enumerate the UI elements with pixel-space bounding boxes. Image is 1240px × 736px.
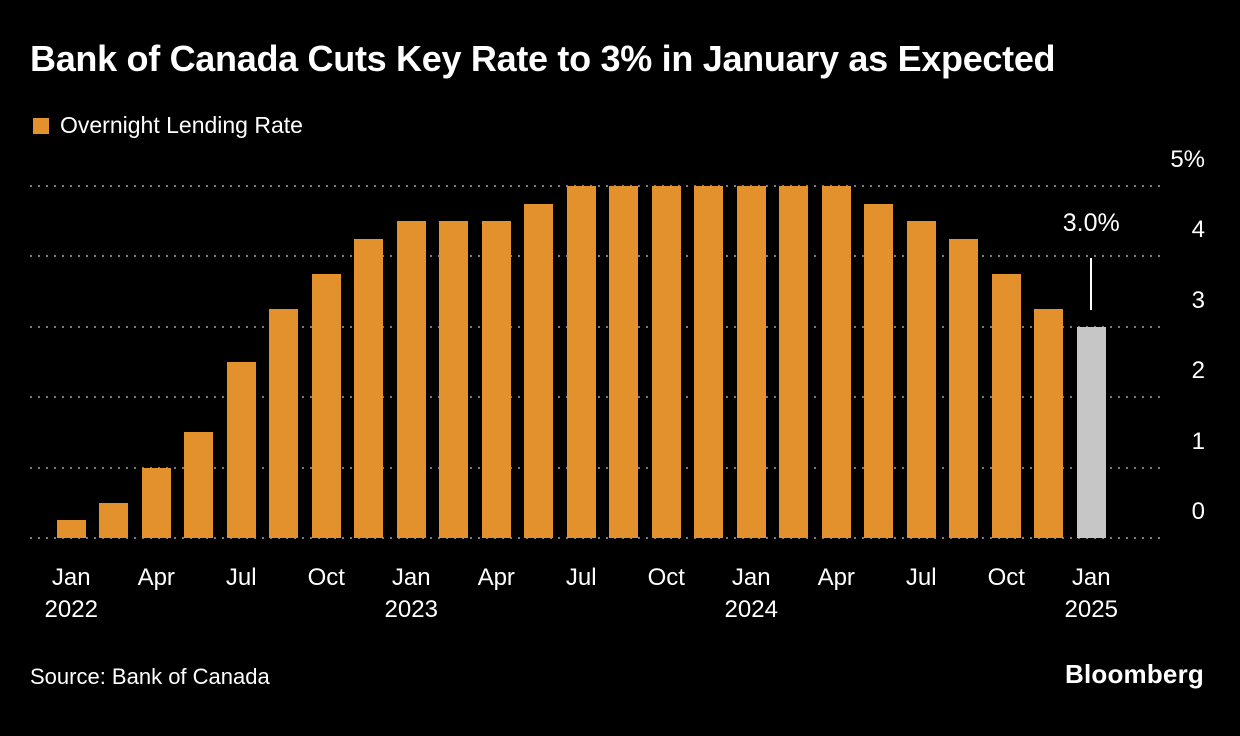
bar [609, 186, 639, 538]
rate-annotation: 3.0% [1062, 209, 1120, 237]
bar [694, 186, 724, 538]
chart-title: Bank of Canada Cuts Key Rate to 3% in Ja… [30, 38, 1056, 79]
bloomberg-logo: Bloomberg [1064, 659, 1204, 689]
x-axis-label: Apr [478, 562, 515, 594]
x-axis-month: Apr [477, 564, 515, 591]
x-axis-label: Jan 2023 [385, 562, 438, 626]
annotation-pointer-line [1090, 258, 1093, 310]
bar [141, 467, 171, 538]
legend-swatch-icon [33, 117, 49, 134]
x-axis-month: Oct [307, 564, 345, 591]
x-axis-month: Jan [391, 564, 431, 591]
bar [226, 362, 256, 538]
bar [906, 221, 936, 538]
x-axis-month: Jan [731, 564, 771, 591]
bar [821, 186, 851, 538]
bar [949, 238, 979, 538]
bar [184, 432, 214, 538]
y-axis-label: 0 [1191, 498, 1205, 525]
x-axis-month: Apr [137, 564, 175, 591]
bar [481, 221, 511, 538]
bar [56, 520, 86, 538]
source-text: Source: Bank of Canada [30, 664, 270, 689]
x-axis-month: Jan [51, 564, 91, 591]
x-axis-label: Jan 2024 [725, 562, 778, 626]
y-axis-label: 4 [1191, 216, 1205, 244]
x-axis-year: 2022 [44, 596, 98, 623]
y-axis-label: 3 [1191, 286, 1205, 314]
gridline [30, 325, 1165, 328]
legend: Overnight Lending Rate [33, 112, 303, 139]
gridline [30, 396, 1165, 399]
x-axis-label: Oct [988, 562, 1025, 594]
bar [566, 186, 596, 538]
bar [311, 274, 341, 538]
bar [354, 238, 384, 538]
bar-highlighted [1076, 326, 1106, 538]
y-axis-label: 2 [1191, 357, 1205, 385]
x-axis-label: Oct [648, 562, 685, 594]
y-axis-label: 1 [1191, 427, 1205, 455]
bar [779, 186, 809, 538]
gridline [30, 185, 1165, 187]
x-axis-month: Oct [647, 564, 685, 591]
bar [1034, 309, 1064, 538]
x-axis-year: 2024 [724, 596, 778, 623]
bar [99, 502, 129, 538]
gridline [30, 537, 1165, 539]
bar [991, 274, 1021, 538]
legend-label: Overnight Lending Rate [60, 112, 303, 138]
x-axis-month: Jan [1071, 564, 1111, 591]
x-axis-year: 2025 [1064, 596, 1118, 623]
x-axis-month: Jul [225, 564, 257, 591]
x-axis-month: Oct [987, 564, 1025, 591]
x-axis-label: Jul [566, 562, 597, 594]
gridline [30, 255, 1165, 258]
x-axis-year: 2023 [384, 596, 438, 623]
bar [736, 186, 766, 538]
x-axis-label: Jul [226, 562, 257, 594]
x-axis-month: Apr [817, 564, 855, 591]
bar [524, 203, 554, 538]
x-axis-month: Jul [905, 564, 937, 591]
bar [864, 203, 894, 538]
gridline [30, 466, 1165, 469]
bar [651, 186, 681, 538]
x-axis-label: Apr [818, 562, 855, 594]
x-axis-label: Jan 2025 [1065, 562, 1118, 626]
x-axis-label: Oct [308, 562, 345, 594]
bar [439, 221, 469, 538]
bar [396, 221, 426, 538]
x-axis-label: Apr [138, 562, 175, 594]
x-axis-label: Jul [906, 562, 937, 594]
bar [269, 309, 299, 538]
x-axis-label: Jan 2022 [45, 562, 98, 626]
y-axis-label: 5% [1170, 146, 1205, 173]
x-axis-month: Jul [565, 564, 597, 591]
